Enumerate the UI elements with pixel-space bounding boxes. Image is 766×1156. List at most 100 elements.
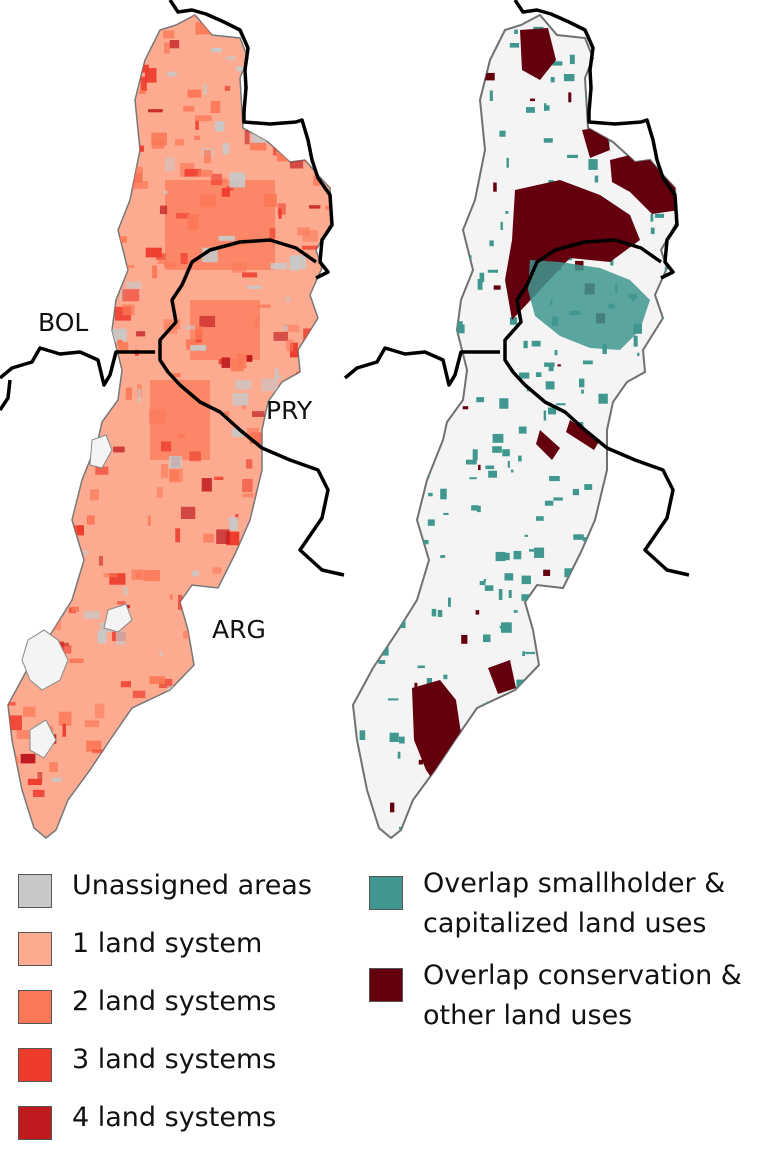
right-map-patch <box>362 38 367 49</box>
left-map-patch <box>264 193 277 207</box>
right-map-patch <box>683 106 691 113</box>
right-map-patch <box>361 600 365 612</box>
right-map-patch <box>485 465 495 470</box>
left-map-patch <box>291 53 296 61</box>
left-map-patch <box>125 387 133 400</box>
right-map-patch <box>639 506 643 514</box>
left-map-patch <box>192 587 208 593</box>
left-map-patch <box>17 240 22 254</box>
right-map-patch <box>637 352 640 356</box>
right-map-patch <box>598 393 608 404</box>
right-map-patch <box>600 582 611 591</box>
right-map-patch <box>390 424 395 428</box>
left-map-patch <box>26 142 34 147</box>
right-map-patch <box>551 602 559 610</box>
left-map-patch <box>322 587 328 593</box>
right-map-patch <box>566 727 577 735</box>
left-map-patch <box>211 173 223 186</box>
left-map-patch <box>252 44 256 52</box>
left-map-patch <box>281 78 297 87</box>
left-map-patch <box>302 245 319 250</box>
left-map-patch <box>216 774 220 789</box>
left-map-patch <box>139 64 149 73</box>
left-map-patch <box>302 613 306 623</box>
left-map-patch <box>50 187 63 202</box>
left-map-patch <box>261 378 278 392</box>
left-map-patch <box>235 380 252 390</box>
right-map-patch <box>367 63 373 72</box>
left-map-patch <box>279 804 295 809</box>
left-map-patch <box>214 682 223 693</box>
right-map-patch <box>548 364 554 372</box>
right-map-patch <box>612 787 622 792</box>
left-map-patch <box>328 369 332 381</box>
left-map-patch <box>276 573 288 589</box>
left-map-patch <box>334 281 339 290</box>
left-map-patch <box>294 683 301 693</box>
left-map-patch <box>92 794 109 806</box>
left-map-patch <box>273 87 290 97</box>
right-map-patch <box>607 33 615 36</box>
right-map-patch <box>679 750 685 760</box>
left-map-patch <box>8 34 15 50</box>
left-map-patch <box>190 588 196 593</box>
right-map-patch <box>437 609 443 617</box>
right-map-patch <box>499 625 508 629</box>
right-map-patch <box>574 688 584 691</box>
right-map-patch <box>502 449 510 457</box>
right-map-patch <box>423 539 429 545</box>
right-map-patch <box>664 736 673 747</box>
left-map-patch <box>246 459 253 469</box>
right-map-patch <box>420 150 423 158</box>
right-map-patch <box>389 257 401 265</box>
legend-label-conservation-line1: Overlap conservation & <box>423 960 742 991</box>
right-map-patch <box>444 81 452 90</box>
right-map-patch <box>552 607 560 614</box>
right-map-patch <box>354 838 362 841</box>
left-map-patch <box>203 533 215 543</box>
left-map-patch <box>32 789 45 797</box>
right-map-patch <box>468 255 472 260</box>
legend-overlaps: Overlap smallholder & capitalized land u… <box>369 866 764 1050</box>
right-map-patch <box>610 101 620 111</box>
left-map-patch <box>50 536 56 548</box>
legend-label-smallholder-line1: Overlap smallholder & <box>423 868 726 899</box>
right-map-patch <box>449 753 460 765</box>
right-map-patch <box>348 456 351 459</box>
left-map-patch <box>157 260 170 264</box>
left-map-patch <box>187 89 202 98</box>
right-map-patch <box>655 213 665 218</box>
right-map-patch <box>657 566 662 575</box>
right-map-patch <box>568 92 572 103</box>
right-map-patch <box>406 100 415 106</box>
left-map-patch <box>186 722 202 737</box>
left-map-patch <box>28 81 38 96</box>
right-map-patch <box>519 768 524 773</box>
left-map-patch <box>256 528 263 541</box>
left-map-patch <box>103 263 121 271</box>
left-map-patch <box>158 1 163 5</box>
legend-item-smallholder-overlap: Overlap smallholder & capitalized land u… <box>369 866 764 958</box>
right-map-patch <box>638 74 642 77</box>
right-map-patch <box>480 830 485 838</box>
right-map-patch <box>506 157 509 168</box>
left-map-patch <box>46 98 55 102</box>
label-bolivia: BOL <box>38 308 89 337</box>
right-map-patch <box>608 581 619 593</box>
right-map-patch <box>439 769 445 772</box>
left-map-patch <box>175 139 184 146</box>
left-map-patch <box>8 189 17 205</box>
left-map-patch <box>231 598 240 604</box>
right-map-patch <box>448 597 451 607</box>
right-map-patch <box>353 620 355 632</box>
left-map-patch <box>36 485 47 492</box>
left-map-patch <box>98 555 103 566</box>
right-map-patch <box>584 484 593 490</box>
left-map-patch <box>178 434 185 438</box>
left-map-patch <box>52 44 63 53</box>
left-map-patch <box>49 529 55 538</box>
left-map-patch <box>260 64 266 79</box>
left-map-patch <box>224 85 231 91</box>
left-map-patch <box>130 166 143 182</box>
left-map-patch <box>95 466 109 475</box>
